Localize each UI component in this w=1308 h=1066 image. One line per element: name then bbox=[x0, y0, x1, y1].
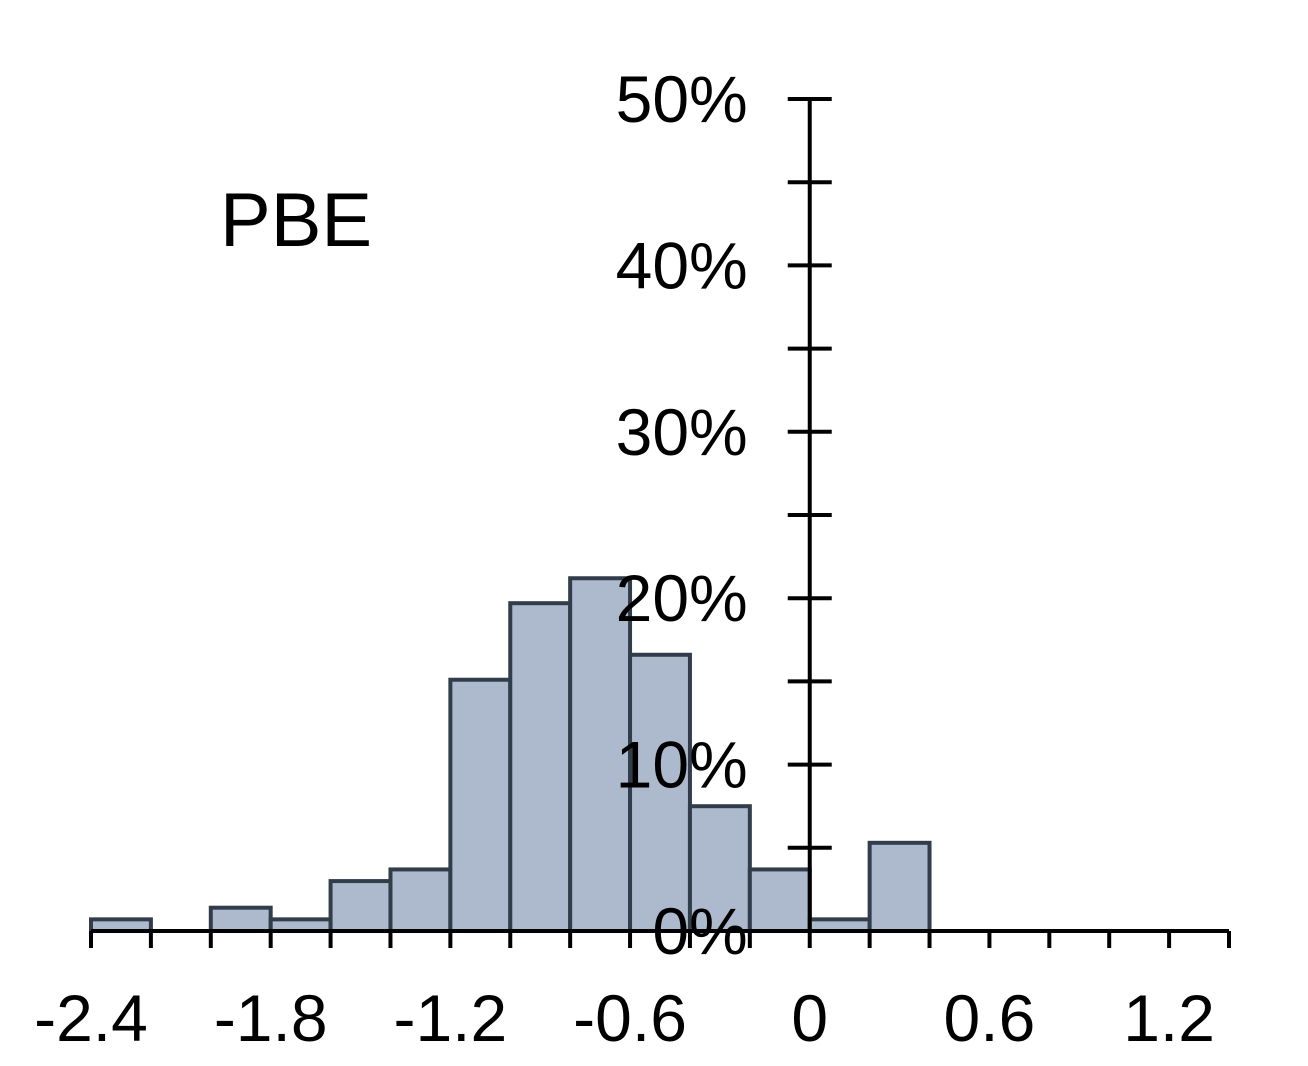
x-tick-label: -2.4 bbox=[34, 981, 148, 1055]
x-tick-label: -1.8 bbox=[214, 981, 328, 1055]
histogram-bar bbox=[687, 804, 752, 934]
histogram-bar bbox=[628, 652, 692, 933]
bars-group bbox=[89, 576, 932, 934]
y-tick-label: 50% bbox=[616, 62, 748, 136]
histogram-bar bbox=[508, 601, 573, 934]
y-tick-label: 0% bbox=[652, 894, 747, 968]
axes-group bbox=[89, 97, 1231, 948]
x-tick-label: 1.2 bbox=[1123, 981, 1215, 1055]
histogram-bar bbox=[867, 840, 932, 933]
chart-annotation-label: PBE bbox=[220, 178, 372, 263]
y-tick-label: 20% bbox=[616, 561, 748, 635]
y-tick-label: 40% bbox=[616, 228, 748, 302]
y-tick-label: 10% bbox=[616, 728, 748, 802]
x-tick-label: 0 bbox=[791, 981, 828, 1055]
tick-labels-group: 0% 10% 20% 30% 40% 50% -2.4 -1.8 -1.2 -0.6 0 0.6 1.2 bbox=[34, 62, 1215, 1055]
x-tick-label: -0.6 bbox=[573, 981, 687, 1055]
histogram-bar bbox=[328, 879, 393, 934]
histogram-bar bbox=[747, 867, 812, 934]
histogram-bar bbox=[388, 867, 453, 934]
x-tick-label: -1.2 bbox=[394, 981, 508, 1055]
histogram-bar bbox=[448, 677, 513, 934]
histogram-bar bbox=[568, 576, 633, 933]
histogram-bar bbox=[208, 905, 273, 933]
y-tick-label: 30% bbox=[616, 395, 748, 469]
x-tick-label: 0.6 bbox=[944, 981, 1036, 1055]
